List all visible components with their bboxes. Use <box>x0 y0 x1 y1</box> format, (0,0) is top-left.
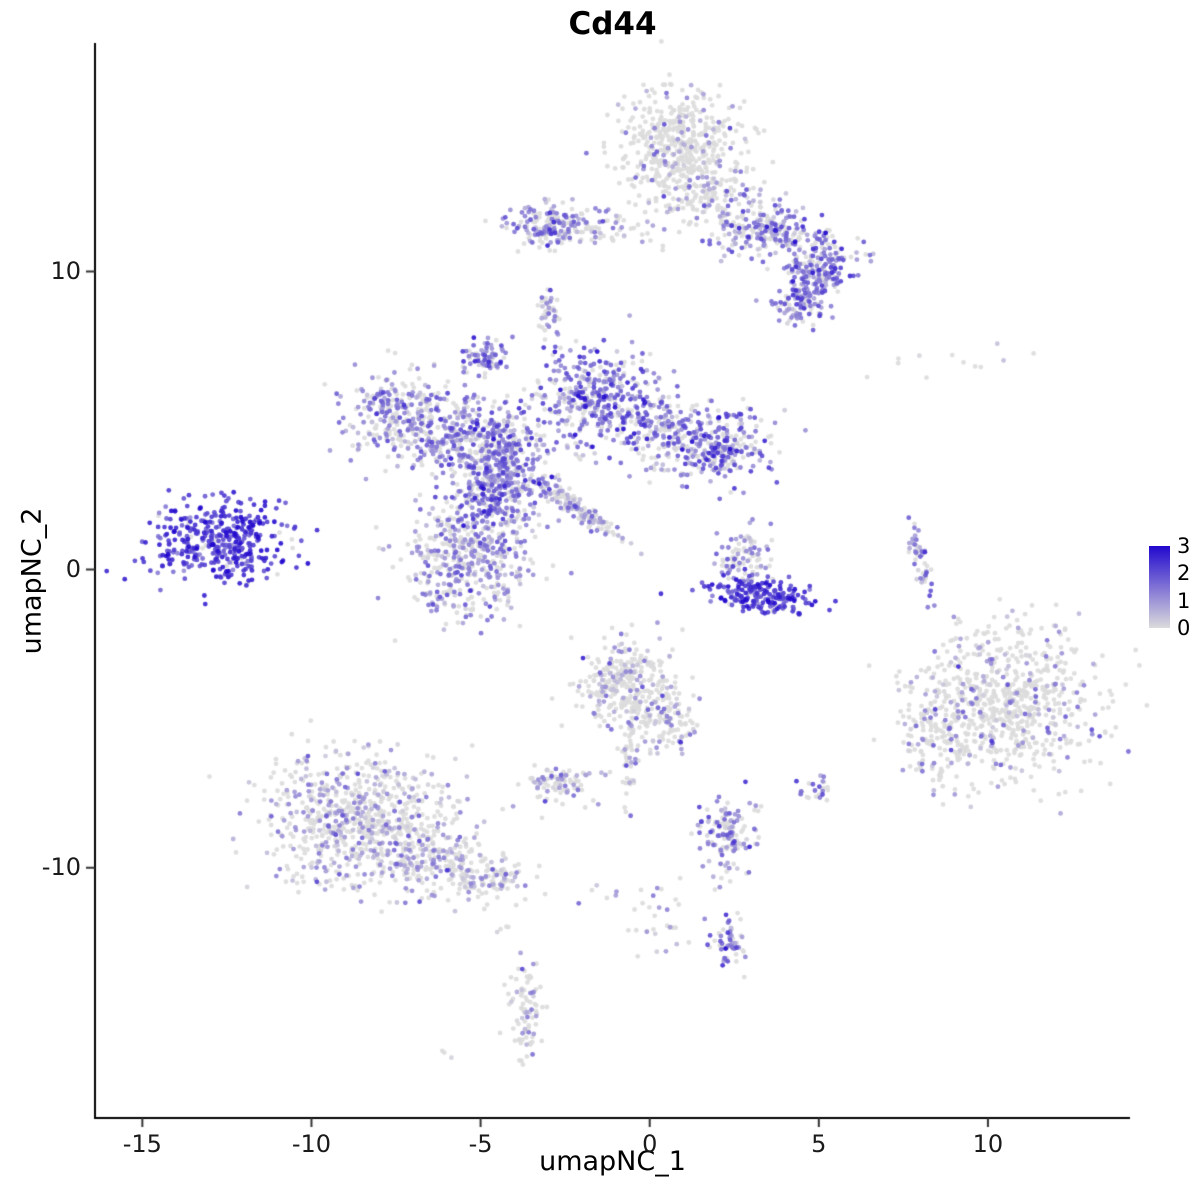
x-tick-label: 10 <box>972 1130 1004 1158</box>
colorbar-tick-label: 1 <box>1177 588 1191 613</box>
y-tick-label: -10 <box>41 852 81 881</box>
y-tick-label: 10 <box>50 256 81 285</box>
colorbar-tick-label: 2 <box>1177 561 1191 586</box>
x-tick-label: -10 <box>291 1130 332 1158</box>
x-tick-label: -5 <box>468 1130 493 1158</box>
x-tick-label: 5 <box>811 1130 827 1158</box>
colorbar-tick-label: 3 <box>1177 534 1191 558</box>
x-tick-label: -15 <box>122 1130 162 1158</box>
plot-title: Cd44 <box>568 6 657 42</box>
y-tick-label: 0 <box>65 554 81 583</box>
x-axis-label: umapNC_1 <box>539 1146 686 1177</box>
x-tick-label: 0 <box>642 1130 658 1158</box>
colorbar-tick-label: 0 <box>1177 616 1191 640</box>
colorbar-gradient <box>1149 546 1170 628</box>
